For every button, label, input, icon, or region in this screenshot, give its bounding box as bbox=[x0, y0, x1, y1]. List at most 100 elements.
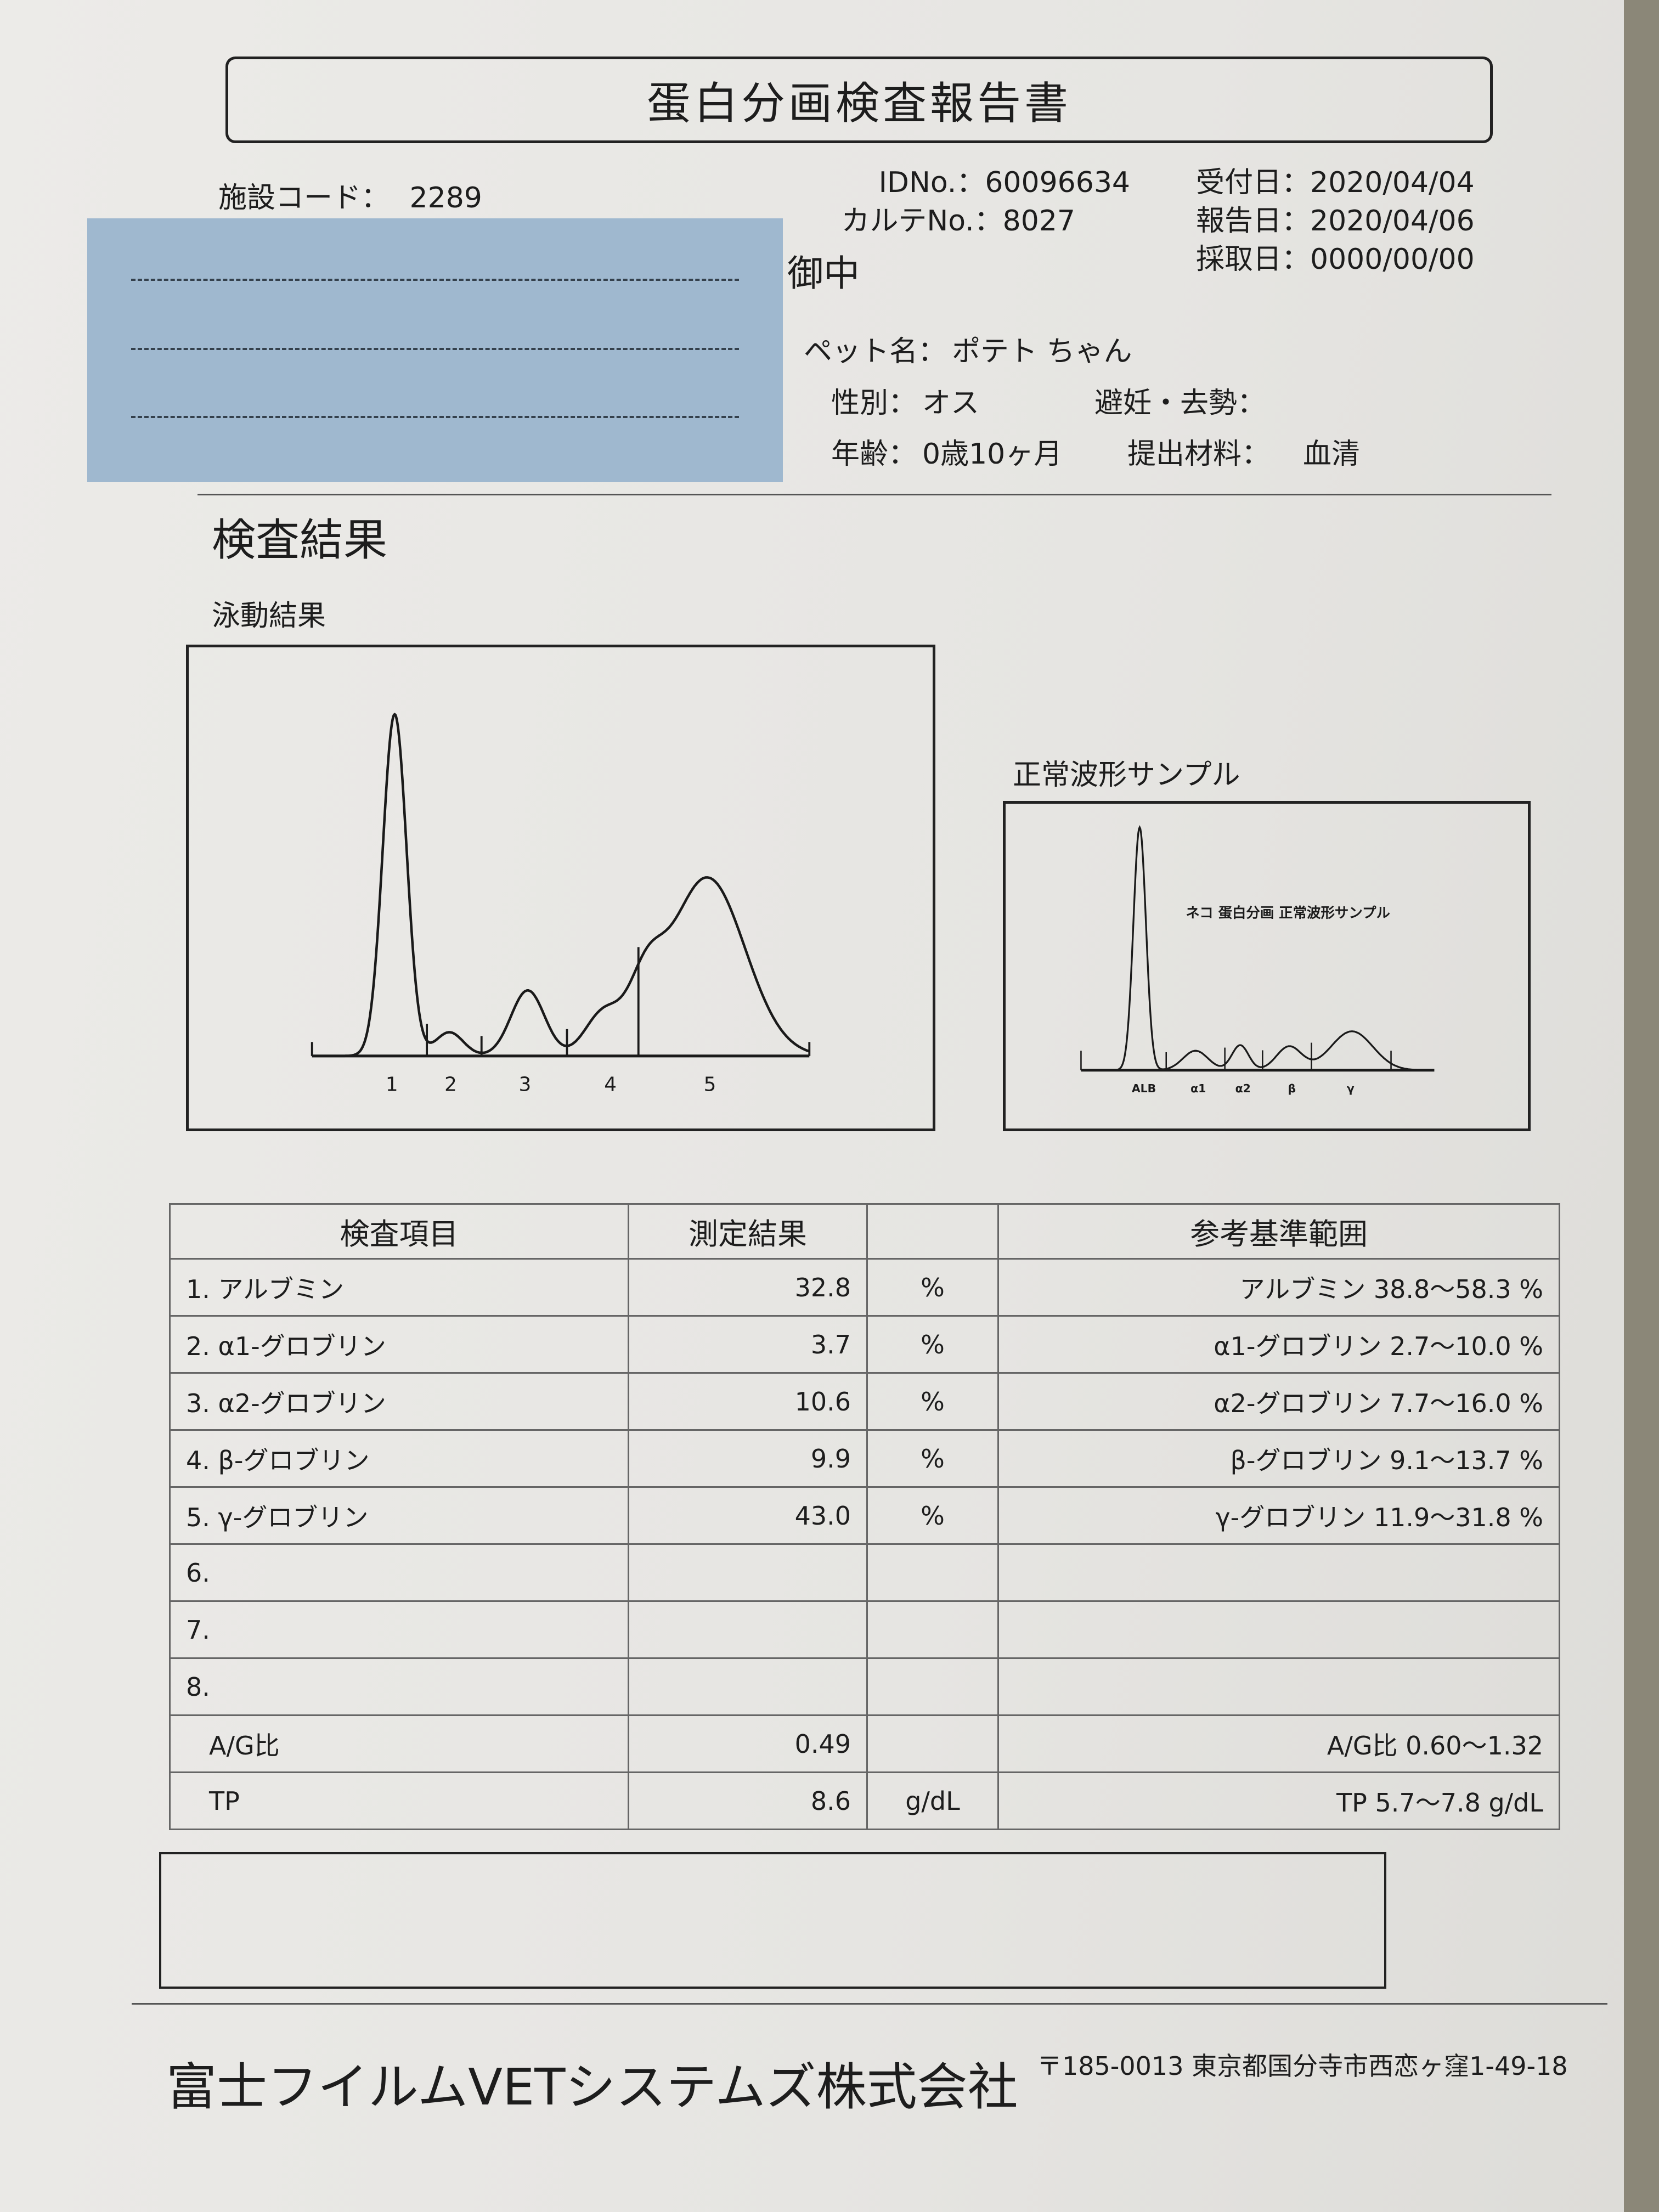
cell-item: 3. α2-グロブリン bbox=[169, 1372, 629, 1431]
id-block: IDNo.：60096634 カルテNo.：8027 bbox=[834, 163, 1130, 240]
table-row: 3. α2-グロブリン 10.6% α2-グロブリン 7.7～16.0 % bbox=[169, 1372, 1560, 1431]
cell-unit bbox=[866, 1657, 999, 1716]
header-result: 測定結果 bbox=[628, 1203, 868, 1260]
redaction-sticker bbox=[87, 218, 783, 482]
sample-material: 提出材料： 血清 bbox=[1127, 431, 1360, 472]
cell-reference bbox=[997, 1657, 1560, 1716]
facility-code: 施設コード： 2289 bbox=[218, 174, 482, 216]
fraction-label: α2 bbox=[1235, 1082, 1251, 1095]
cell-result bbox=[628, 1543, 868, 1602]
dashed-line bbox=[131, 279, 739, 281]
header-item: 検査項目 bbox=[169, 1203, 629, 1260]
cell-result bbox=[628, 1657, 868, 1716]
electrophoresis-title: 泳動結果 bbox=[212, 600, 326, 633]
material-value: 血清 bbox=[1303, 438, 1361, 471]
id-value: ：60096634 bbox=[956, 166, 1130, 199]
table-row: 6. bbox=[169, 1543, 1560, 1602]
cell-item: 1. アルブミン bbox=[169, 1258, 629, 1317]
table-row: TP 8.6 g/dL TP 5.7～7.8 g/dL bbox=[169, 1771, 1560, 1830]
chart-no-value: ：8027 bbox=[974, 205, 1075, 238]
cell-unit bbox=[866, 1714, 999, 1773]
age-label: 年齢： bbox=[831, 438, 917, 471]
cell-reference: TP 5.7～7.8 g/dL bbox=[997, 1771, 1560, 1830]
fraction-label: 5 bbox=[704, 1073, 716, 1096]
cell-unit: % bbox=[866, 1315, 999, 1374]
age-value: 0歳10ヶ月 bbox=[922, 438, 1063, 471]
cell-reference: A/G比 0.60～1.32 bbox=[997, 1714, 1560, 1773]
remarks-box bbox=[159, 1852, 1386, 1989]
report-page: 蛋白分画検査報告書 施設コード： 2289 IDNo.：60096634 カルテ… bbox=[0, 0, 1624, 2212]
density-curve bbox=[312, 713, 810, 1058]
cell-reference: α2-グロブリン 7.7～16.0 % bbox=[997, 1372, 1560, 1431]
pet-neuter: 避妊・去勢： bbox=[1094, 380, 1266, 421]
results-table: 検査項目 測定結果 参考基準範囲 1. アルブミン 32.8% アルブミン 38.8… bbox=[169, 1203, 1560, 1830]
cell-unit: % bbox=[866, 1372, 999, 1431]
received-date-value: ：2020/04/04 bbox=[1282, 166, 1475, 199]
cell-result: 10.6 bbox=[628, 1372, 868, 1431]
report-date-label: 報告日 bbox=[1196, 205, 1282, 238]
cell-unit: % bbox=[866, 1258, 999, 1317]
fraction-label: α1 bbox=[1190, 1082, 1206, 1095]
collection-date-label: 採取日 bbox=[1196, 243, 1282, 276]
cell-result: 9.9 bbox=[628, 1429, 868, 1488]
cell-reference bbox=[997, 1543, 1560, 1602]
chart-no-label: カルテNo. bbox=[841, 205, 974, 238]
cell-item: 8. bbox=[169, 1657, 629, 1716]
cell-result: 32.8 bbox=[628, 1258, 868, 1317]
table-header: 検査項目 測定結果 参考基準範囲 bbox=[169, 1203, 1560, 1260]
header-unit bbox=[866, 1203, 999, 1260]
table-row: 7. bbox=[169, 1600, 1560, 1659]
pet-name-value: ポテト ちゃん bbox=[952, 335, 1132, 368]
received-date-label: 受付日 bbox=[1196, 166, 1282, 199]
cell-unit bbox=[866, 1600, 999, 1659]
fraction-label: 4 bbox=[604, 1073, 617, 1096]
normal-sample-inner-title: ネコ 蛋白分画 正常波形サンプル bbox=[1186, 905, 1390, 921]
facility-code-value: 2289 bbox=[409, 182, 482, 215]
report-date-value: ：2020/04/06 bbox=[1282, 205, 1475, 238]
cell-result bbox=[628, 1600, 868, 1659]
pet-name: ペット名： ポテト ちゃん bbox=[804, 328, 1132, 369]
cell-item: 4. β-グロブリン bbox=[169, 1429, 629, 1488]
fraction-label: γ bbox=[1347, 1082, 1355, 1095]
cell-result: 3.7 bbox=[628, 1315, 868, 1374]
cell-reference: γ-グロブリン 11.9～31.8 % bbox=[997, 1486, 1560, 1545]
table-row: 4. β-グロブリン 9.9% β-グロブリン 9.1～13.7 % bbox=[169, 1429, 1560, 1488]
cell-reference bbox=[997, 1600, 1560, 1659]
footer-divider bbox=[132, 2003, 1607, 2005]
fraction-label: ALB bbox=[1132, 1082, 1156, 1095]
cell-item: A/G比 bbox=[169, 1714, 629, 1773]
pet-age: 年齢： 0歳10ヶ月 bbox=[831, 431, 1062, 472]
table-row: 2. α1-グロブリン 3.7% α1-グロブリン 2.7～10.0 % bbox=[169, 1315, 1560, 1374]
cell-reference: α1-グロブリン 2.7～10.0 % bbox=[997, 1315, 1560, 1374]
table-row: 5. γ-グロブリン 43.0% γ-グロブリン 11.9～31.8 % bbox=[169, 1486, 1560, 1545]
density-curve bbox=[1081, 825, 1425, 1071]
table-row: 1. アルブミン 32.8% アルブミン 38.8～58.3 % bbox=[169, 1258, 1560, 1317]
material-label: 提出材料： bbox=[1127, 438, 1271, 471]
company-name: 富士フイルムVETシステムズ株式会社 bbox=[166, 2058, 1018, 2117]
facility-code-label: 施設コード： bbox=[218, 182, 390, 215]
cell-unit: g/dL bbox=[866, 1771, 999, 1830]
pet-sex: 性別： オス bbox=[831, 380, 979, 421]
divider bbox=[198, 494, 1551, 495]
normal-sample-title: 正常波形サンプル bbox=[1013, 759, 1240, 792]
collection-date-value: ：0000/00/00 bbox=[1282, 243, 1475, 276]
cell-result: 43.0 bbox=[628, 1486, 868, 1545]
section-title: 検査結果 bbox=[212, 515, 387, 566]
sex-value: オス bbox=[922, 387, 980, 420]
cell-reference: アルブミン 38.8～58.3 % bbox=[997, 1258, 1560, 1317]
dashed-line bbox=[131, 416, 739, 418]
onchu-label: 御中 bbox=[787, 252, 860, 295]
sex-label: 性別： bbox=[831, 387, 917, 420]
cell-item: 5. γ-グロブリン bbox=[169, 1486, 629, 1545]
fraction-label: β bbox=[1288, 1082, 1296, 1095]
dashed-line bbox=[131, 348, 739, 350]
header-reference: 参考基準範囲 bbox=[997, 1203, 1560, 1260]
fraction-label: 1 bbox=[386, 1073, 398, 1096]
table-row: 8. bbox=[169, 1657, 1560, 1716]
cell-result: 0.49 bbox=[628, 1714, 868, 1773]
cell-unit bbox=[866, 1543, 999, 1602]
neuter-label: 避妊・去勢： bbox=[1094, 387, 1266, 420]
electrophoresis-chart: 1 2 3 4 5 bbox=[186, 645, 935, 1131]
pet-name-label: ペット名： bbox=[804, 335, 947, 368]
cell-item: 6. bbox=[169, 1543, 629, 1602]
